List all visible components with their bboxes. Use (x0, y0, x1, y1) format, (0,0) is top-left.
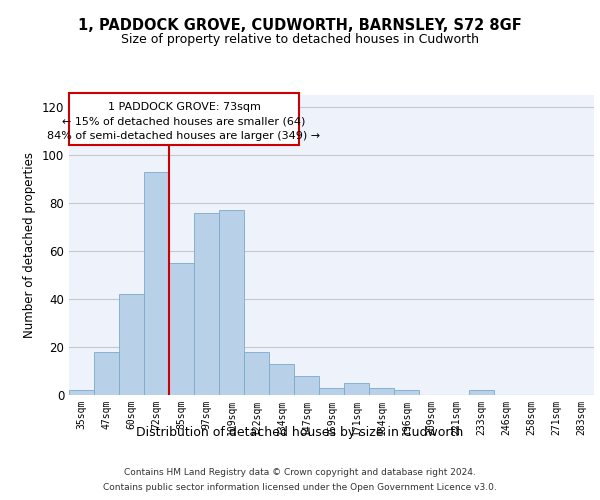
Bar (144, 172, 169, 395)
Bar (244, 352, 269, 395)
FancyBboxPatch shape (69, 92, 299, 146)
Text: Distribution of detached houses by size in Cudworth: Distribution of detached houses by size … (136, 426, 464, 439)
Bar (269, 364, 294, 395)
Bar (469, 390, 494, 395)
Text: Contains public sector information licensed under the Open Government Licence v3: Contains public sector information licen… (103, 483, 497, 492)
Bar (344, 383, 369, 395)
Text: Size of property relative to detached houses in Cudworth: Size of property relative to detached ho… (121, 32, 479, 46)
Bar (169, 263, 194, 395)
Bar (69, 390, 94, 395)
Bar (119, 294, 144, 395)
Y-axis label: Number of detached properties: Number of detached properties (23, 152, 36, 338)
Bar (219, 210, 244, 395)
Text: 1 PADDOCK GROVE: 73sqm: 1 PADDOCK GROVE: 73sqm (107, 102, 260, 113)
Bar (194, 212, 219, 395)
Text: 84% of semi-detached houses are larger (349) →: 84% of semi-detached houses are larger (… (47, 131, 320, 141)
Bar (94, 352, 119, 395)
Bar (369, 388, 394, 395)
Text: 1, PADDOCK GROVE, CUDWORTH, BARNSLEY, S72 8GF: 1, PADDOCK GROVE, CUDWORTH, BARNSLEY, S7… (78, 18, 522, 32)
Text: Contains HM Land Registry data © Crown copyright and database right 2024.: Contains HM Land Registry data © Crown c… (124, 468, 476, 477)
Bar (294, 376, 319, 395)
Text: ← 15% of detached houses are smaller (64): ← 15% of detached houses are smaller (64… (62, 116, 305, 126)
Bar (319, 388, 344, 395)
Bar (394, 390, 419, 395)
